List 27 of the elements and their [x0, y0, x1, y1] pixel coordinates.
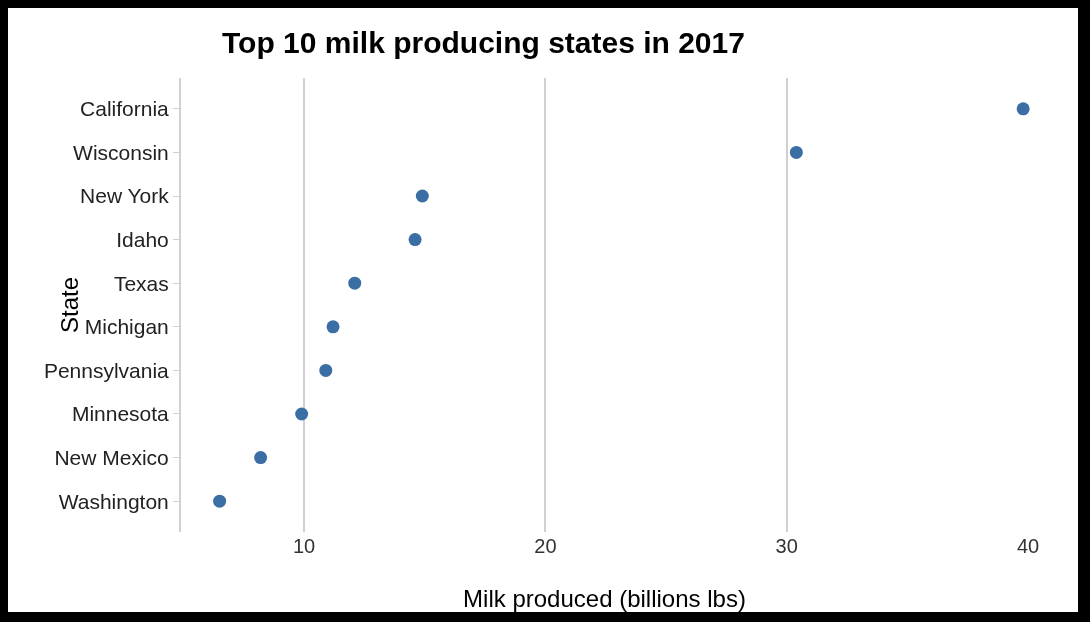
x-tick-label: 40: [1016, 535, 1040, 557]
y-tick-label: New Mexico: [54, 445, 169, 469]
y-tick-label: New York: [80, 184, 170, 208]
point: [254, 451, 268, 465]
x-tick-label: 20: [534, 535, 557, 557]
y-tick-label: Pennsylvania: [43, 358, 170, 382]
chart-title: Top 10 milk producing states in 2017: [222, 26, 745, 60]
point: [789, 145, 803, 159]
y-tick-label: Idaho: [116, 227, 169, 251]
point: [213, 494, 227, 508]
y-tick-label: Minnesota: [71, 402, 170, 426]
y-tick-label: Michigan: [84, 315, 169, 339]
point: [326, 320, 340, 334]
y-tick-label: Wisconsin: [73, 140, 169, 164]
point: [319, 363, 333, 377]
point: [348, 276, 362, 290]
point: [295, 407, 309, 421]
x-tick-label: 10: [292, 535, 316, 557]
point: [415, 189, 429, 203]
y-axis-title: State: [55, 276, 83, 334]
x-tick-label: 30: [775, 535, 798, 557]
x-axis-title: Milk produced (billions lbs): [463, 585, 746, 612]
y-tick-label: Washington: [58, 489, 169, 513]
y-tick-label: California: [80, 97, 170, 121]
point: [408, 233, 422, 247]
point: [1016, 102, 1030, 116]
y-tick-label: Texas: [113, 271, 169, 295]
